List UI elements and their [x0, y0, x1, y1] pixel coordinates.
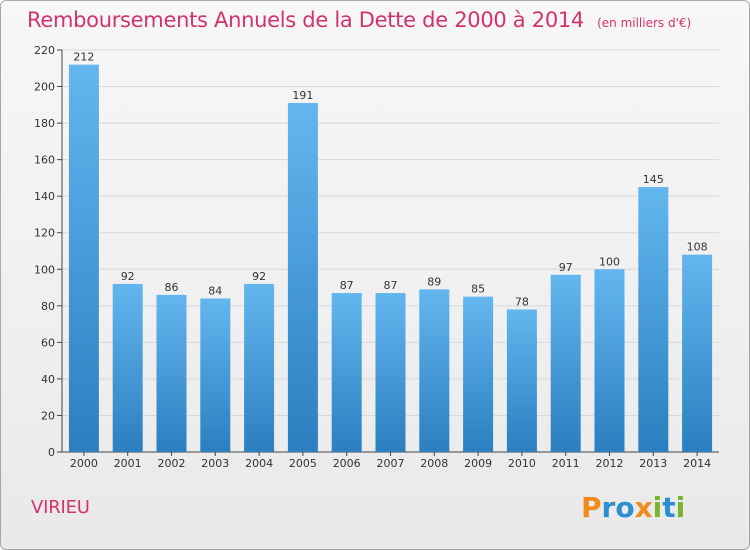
x-tick-label: 2011 — [552, 457, 580, 470]
y-tick-label: 160 — [34, 154, 55, 167]
chart-title-main: Remboursements Annuels de la Dette de 20… — [27, 8, 584, 32]
chart-title-unit: (en milliers d'€) — [597, 16, 692, 30]
bar-value-label: 100 — [599, 255, 620, 268]
x-tick-label: 2003 — [201, 457, 229, 470]
bar — [375, 293, 406, 452]
bar — [331, 293, 362, 452]
bar — [112, 283, 143, 452]
bar-value-label: 84 — [208, 285, 222, 298]
bar — [638, 187, 669, 452]
bar — [550, 274, 581, 452]
x-tick-label: 2006 — [333, 457, 361, 470]
bar-value-label: 78 — [515, 295, 529, 308]
location-label: VIRIEU — [31, 497, 90, 518]
bar-value-label: 92 — [121, 270, 135, 283]
bar-value-label: 89 — [427, 275, 441, 288]
x-tick-label: 2001 — [114, 457, 142, 470]
x-tick-label: 2000 — [70, 457, 98, 470]
bar — [200, 298, 231, 452]
y-tick-label: 180 — [34, 117, 55, 130]
bar — [594, 269, 625, 452]
y-tick-label: 100 — [34, 263, 55, 276]
x-tick-label: 2013 — [639, 457, 667, 470]
bar — [506, 309, 537, 452]
y-tick-label: 0 — [48, 446, 55, 459]
bar — [419, 289, 450, 452]
bar-value-label: 108 — [687, 241, 708, 254]
y-tick-label: 40 — [41, 373, 55, 386]
proxiti-logo: Proxiti — [581, 491, 685, 524]
chart-title: Remboursements Annuels de la Dette de 20… — [27, 8, 691, 32]
proxiti-logo-text: Proxiti — [581, 491, 685, 524]
x-tick-label: 2004 — [245, 457, 273, 470]
x-tick-label: 2012 — [596, 457, 624, 470]
bar-value-label: 87 — [384, 279, 398, 292]
y-tick-label: 20 — [41, 409, 55, 422]
y-tick-label: 60 — [41, 336, 55, 349]
x-tick-label: 2009 — [464, 457, 492, 470]
x-tick-label: 2008 — [420, 457, 448, 470]
bar-value-label: 97 — [559, 261, 573, 274]
bar-value-label: 191 — [292, 89, 313, 102]
bar — [287, 102, 318, 452]
y-tick-label: 200 — [34, 81, 55, 94]
bar-value-label: 85 — [471, 283, 485, 296]
x-tick-label: 2010 — [508, 457, 536, 470]
y-tick-label: 220 — [34, 44, 55, 57]
bar — [68, 64, 99, 453]
x-tick-label: 2007 — [377, 457, 405, 470]
bar-value-label: 92 — [252, 270, 266, 283]
y-tick-label: 140 — [34, 190, 55, 203]
bar-value-label: 87 — [340, 279, 354, 292]
bar-value-label: 212 — [73, 51, 94, 64]
y-tick-label: 80 — [41, 300, 55, 313]
bar — [244, 283, 275, 452]
x-tick-label: 2014 — [683, 457, 711, 470]
bar-value-label: 145 — [643, 173, 664, 186]
x-tick-label: 2002 — [158, 457, 186, 470]
bar — [463, 296, 494, 452]
x-tick-label: 2005 — [289, 457, 317, 470]
bar — [682, 254, 713, 452]
bar — [156, 294, 187, 452]
y-tick-label: 120 — [34, 227, 55, 240]
bar-value-label: 86 — [165, 281, 179, 294]
